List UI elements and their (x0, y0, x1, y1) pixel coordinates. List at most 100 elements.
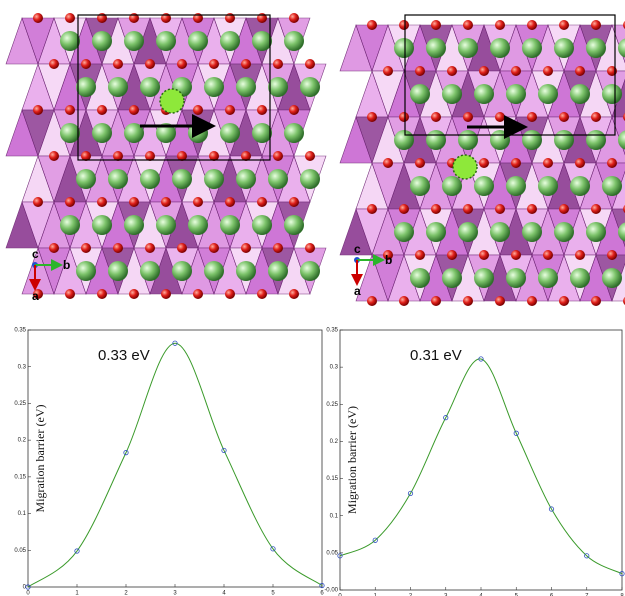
barrier-curve (340, 359, 622, 574)
axis-label: b (385, 253, 392, 267)
barrier-curve (28, 343, 322, 587)
o-atom (559, 112, 569, 122)
o-atom (225, 197, 235, 207)
li-atom (474, 84, 494, 104)
o-atom (367, 204, 377, 214)
y-tick-label: 0.25 (326, 402, 338, 408)
y-axis-label: Migration barrier (eV) (33, 405, 47, 513)
li-atom (410, 176, 430, 196)
o-atom (495, 20, 505, 30)
o-atom (575, 158, 585, 168)
li-atom (268, 261, 288, 281)
o-atom (607, 158, 617, 168)
li-atom (204, 77, 224, 97)
o-atom (273, 243, 283, 253)
o-atom (145, 243, 155, 253)
o-atom (49, 151, 59, 161)
li-atom (602, 176, 622, 196)
li-atom (522, 130, 542, 150)
axis-label: a (32, 289, 39, 303)
y-tick-label: 0.35 (326, 328, 338, 334)
o-atom (479, 158, 489, 168)
li-atom (602, 84, 622, 104)
li-atom (92, 31, 112, 51)
li-atom (426, 130, 446, 150)
o-atom (447, 66, 457, 76)
o-atom (97, 289, 107, 299)
x-tick-label: 0 (26, 591, 30, 596)
li-atom (220, 215, 240, 235)
li-atom (554, 130, 574, 150)
o-atom (33, 13, 43, 23)
o-atom (193, 197, 203, 207)
y-tick-label: 0.35 (14, 328, 26, 334)
o-atom (511, 158, 521, 168)
o-atom (527, 20, 537, 30)
y-tick-label: 0.25 (14, 401, 26, 407)
axis-label: c (354, 242, 361, 256)
o-atom (383, 66, 393, 76)
o-atom (527, 296, 537, 306)
o-atom (273, 59, 283, 69)
li-atom (236, 261, 256, 281)
o-atom (479, 250, 489, 260)
li-atom (204, 169, 224, 189)
o-atom (161, 289, 171, 299)
o-atom (463, 296, 473, 306)
o-atom (65, 105, 75, 115)
o-atom (81, 243, 91, 253)
o-atom (305, 59, 315, 69)
li-atom (204, 261, 224, 281)
li-atom (394, 130, 414, 150)
x-tick-label: 5 (271, 591, 275, 596)
li-atom (394, 38, 414, 58)
annotation: 0.31 eV (410, 347, 462, 364)
o-atom (129, 197, 139, 207)
plot-frame (340, 330, 622, 590)
o-atom (543, 66, 553, 76)
li-atom (284, 215, 304, 235)
o-atom (193, 105, 203, 115)
li-atom (490, 130, 510, 150)
o-atom (431, 112, 441, 122)
axis-label: c (32, 247, 39, 261)
figure: cba cba 00.050.10.150.20.250.30.35012345… (0, 0, 625, 596)
o-atom (289, 13, 299, 23)
o-atom (257, 289, 267, 299)
o-atom (495, 296, 505, 306)
li-atom (220, 123, 240, 143)
o-atom (225, 289, 235, 299)
o-atom (495, 204, 505, 214)
li-atom (538, 176, 558, 196)
axis-label: b (63, 258, 70, 272)
o-atom (559, 20, 569, 30)
o-atom (225, 105, 235, 115)
li-atom (60, 31, 80, 51)
structure-right: c b a (340, 15, 625, 306)
o-atom (145, 59, 155, 69)
o-atom (161, 197, 171, 207)
li-atom (394, 222, 414, 242)
y-tick-label: 0.3 (330, 365, 339, 371)
o-atom (257, 197, 267, 207)
o-atom (575, 66, 585, 76)
li-atom (76, 169, 96, 189)
li-atom (108, 169, 128, 189)
o-atom (209, 243, 219, 253)
li-atom (156, 215, 176, 235)
o-atom (431, 296, 441, 306)
li-atom (140, 261, 160, 281)
o-atom (607, 250, 617, 260)
li-atom (268, 169, 288, 189)
axis-label: a (354, 284, 361, 298)
li-atom (426, 38, 446, 58)
o-atom (305, 151, 315, 161)
o-atom (511, 250, 521, 260)
li-atom (458, 130, 478, 150)
li-atom (300, 261, 320, 281)
plot-frame (28, 330, 322, 587)
o-atom (193, 289, 203, 299)
y-tick-label: 0.15 (326, 476, 338, 482)
li-atom (506, 268, 526, 288)
o-atom (273, 151, 283, 161)
